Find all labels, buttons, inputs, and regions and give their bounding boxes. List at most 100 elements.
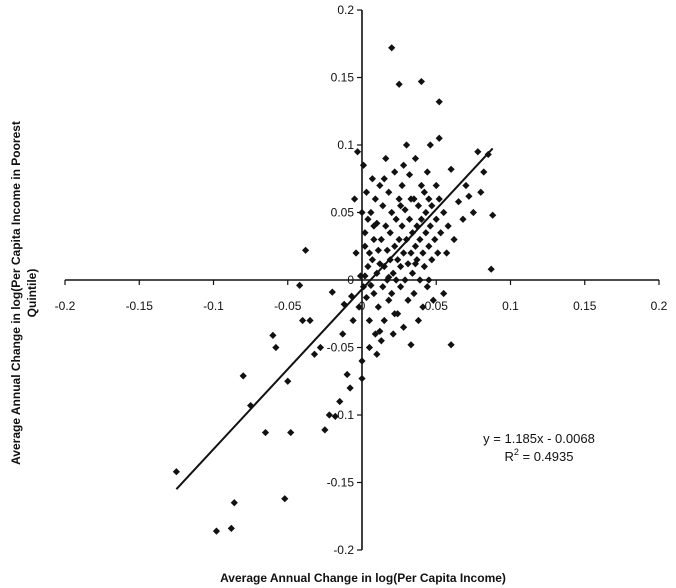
x-tick-label: 0.1 [502,299,519,313]
data-point [376,181,384,190]
data-point [411,242,420,250]
data-point [474,148,482,156]
data-point [230,499,238,507]
y-tick-label: -0.05 [327,341,355,355]
r-squared-label: R2 = 0.4935 [505,447,574,464]
data-point [425,242,433,250]
data-point [374,246,382,254]
data-point [411,260,420,268]
data-point [261,428,270,437]
r-squared-r: R [505,449,514,464]
data-point [423,168,431,176]
data-point [422,208,430,217]
data-point [380,175,388,183]
data-point [373,350,381,358]
data-point [306,316,314,325]
data-point [416,235,424,244]
data-point [391,242,399,250]
data-point [377,337,385,345]
data-point [388,44,396,52]
data-point [287,428,295,437]
data-point [417,77,425,86]
data-point [401,206,409,214]
data-point [405,215,414,223]
x-axis-title: Average Annual Change in log(Per Capita … [220,571,506,585]
data-point [371,195,379,203]
data-point [364,262,372,271]
data-point [434,249,442,257]
data-point [416,276,424,284]
data-point [444,222,452,230]
data-point [239,372,247,380]
trendline [175,147,494,490]
data-point [325,411,333,419]
data-point [410,289,418,298]
data-point [353,148,362,156]
data-point [477,188,485,196]
y-tick-label: -0.1 [333,408,354,422]
data-point [355,303,363,311]
y-tick-label: 0.1 [337,138,354,152]
data-point [380,316,388,325]
data-point [397,202,405,210]
data-point [227,524,235,532]
data-point [399,249,408,257]
data-point [358,357,366,365]
data-point [395,195,403,203]
data-point [362,293,371,302]
data-point [395,80,403,88]
data-point [370,222,378,230]
data-point [435,134,443,142]
data-point [365,249,374,257]
data-point [397,283,405,291]
data-point [462,181,470,190]
x-tick-label: -0.05 [274,299,302,313]
data-point [343,370,351,379]
data-point [440,208,448,217]
data-point [428,202,436,210]
data-point [373,219,381,227]
data-point [296,281,304,289]
data-point [408,269,417,277]
data-point [437,229,445,237]
data-point [447,165,455,173]
data-point [417,215,425,223]
data-point [435,98,443,106]
data-point [423,283,431,291]
data-point [352,249,360,257]
data-point [392,276,400,284]
equation-label: y = 1.185x - 0.0068 [483,431,595,446]
data-point [394,256,402,264]
data-point [404,260,412,268]
data-point [420,188,428,196]
data-point [350,195,359,203]
data-point [431,235,439,244]
y-tick-label: 0.2 [337,3,354,17]
data-point [172,468,180,476]
data-point [392,215,400,223]
axes [64,9,660,551]
data-point [398,181,406,190]
data-point [487,265,495,273]
x-tick-label: 0.2 [651,299,668,313]
data-point [361,229,369,237]
data-point [389,269,397,277]
y-tick-label: 0.05 [331,206,355,220]
data-point [362,188,371,196]
x-tick-label: -0.1 [203,299,224,313]
data-point [465,192,473,200]
data-point [426,141,434,149]
data-point [419,303,427,311]
y-axis-title-line1: Average Annual Change in log(Per Capita … [9,121,23,465]
data-point [374,303,382,311]
data-point [364,215,372,223]
data-point [408,229,417,237]
data-point [382,222,390,230]
y-tick-label: -0.15 [327,476,355,490]
data-point [310,350,319,358]
data-point [247,401,255,410]
data-point [419,249,427,257]
data-point [459,215,467,223]
data-point [272,343,280,352]
